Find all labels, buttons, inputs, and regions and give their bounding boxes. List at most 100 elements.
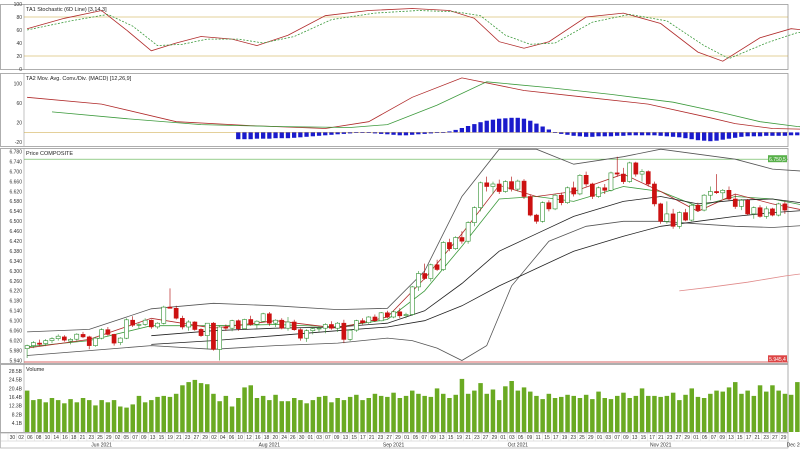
macd-histogram-bar [764,132,769,136]
day-label: 23 [763,435,769,441]
macd-histogram-bar [484,120,489,133]
candle-up [254,320,260,325]
day-label: 15 [351,435,357,441]
volume-tick-label: 12.3B [9,404,23,410]
volume-bar [242,387,247,432]
price-badge [768,355,787,363]
volume-bar [173,393,179,433]
day-label: 23 [571,435,577,441]
day-label: 26 [290,435,296,441]
overlay-moving-average-5 [679,273,800,292]
macd-frame [0,73,789,147]
volume-bar [726,387,732,432]
volume-bar [397,398,403,432]
macd-histogram-bar [677,132,682,138]
day-label: 15 [641,435,647,441]
candle-down [732,198,738,207]
day-label: 21 [369,435,375,441]
macd-histogram-bar [422,132,427,134]
macd-histogram-bar [540,126,545,133]
volume-bar [279,401,284,432]
macd-histogram-bar [602,132,607,137]
volume-bar [136,395,142,432]
macd-panel: TA2 Mov. Avg. Conv./Div. (MACD) [12,26,9… [14,76,800,146]
candle-down [571,187,577,195]
volume-bar [335,398,340,432]
candle-down [620,173,626,182]
day-label: 21 [176,435,182,441]
day-label: 09 [141,435,147,441]
candle-up [49,338,55,341]
volume-bar [391,392,396,432]
macd-histogram-bar [335,132,340,135]
macd-histogram-bar [633,132,638,136]
volume-bar [602,398,607,432]
day-label: 21 [755,435,761,441]
macd-histogram-bar [428,132,433,134]
candle-down [695,204,701,211]
volume-bar [304,403,309,432]
volume-bar [733,382,738,432]
candle-up [416,273,421,288]
volume-bar [354,394,359,432]
candle-up [117,337,123,343]
price-tick-label: 6.180 [9,299,22,305]
day-label: 10 [237,435,243,441]
volume-bar [478,383,483,432]
macd-histogram-bar [571,132,576,136]
macd-histogram-bar [391,132,396,135]
stochastic-title: TA1 Stochastic (6D Line) [3,14,3] [26,7,107,13]
candle-up [490,183,496,187]
macd-histogram-bar [403,132,409,136]
candle-up [304,330,310,339]
volume-tick-label: 28.5B [9,369,23,375]
macd-histogram-bar [683,132,688,139]
volume-bar [503,386,508,432]
volume-bar [782,393,788,433]
volume-bar [540,399,545,432]
volume-bar [534,395,539,432]
price-tick-label: 6.300 [9,269,22,275]
day-label: 04 [220,435,226,441]
candle-up [24,345,30,349]
macd-histogram-bar [652,132,657,136]
macd-histogram-bar [360,132,365,133]
volume-bar [74,402,80,433]
macd-histogram-bar [447,131,452,133]
day-label: 16 [255,435,261,441]
volume-bar [180,385,185,433]
candle-up [204,322,210,336]
volume-bar [751,395,757,432]
volume-bar [701,398,707,432]
candle-up [229,320,235,329]
volume-bar [757,385,763,433]
macd-histogram-bar [459,128,464,133]
volume-bar [546,393,552,433]
volume-bar [633,395,639,432]
candle-down [192,321,198,330]
day-label: 25 [579,435,585,441]
macd-histogram-bar [726,132,732,139]
volume-bar [664,395,670,432]
volume-bar [124,407,129,432]
macd-signal-line [51,81,800,128]
day-label: 19 [167,435,173,441]
macd-histogram-bar [397,132,402,136]
y-tick-label: 60 [16,28,22,34]
volume-bar [434,388,440,432]
candle-up [99,329,104,339]
candle-down [198,329,204,336]
price-tick-label: 6.460 [9,229,22,235]
candle-down [211,322,216,350]
candle-up [260,313,266,322]
day-label: 23 [474,435,480,441]
candle-up [68,339,73,342]
overlay-moving-average-4 [151,210,800,345]
candle-up [55,335,61,340]
day-label: 29 [106,435,112,441]
candle-up [161,306,167,324]
macd-histogram-bar [627,132,632,136]
volume-bar [652,395,657,432]
day-label: 19 [457,435,463,441]
